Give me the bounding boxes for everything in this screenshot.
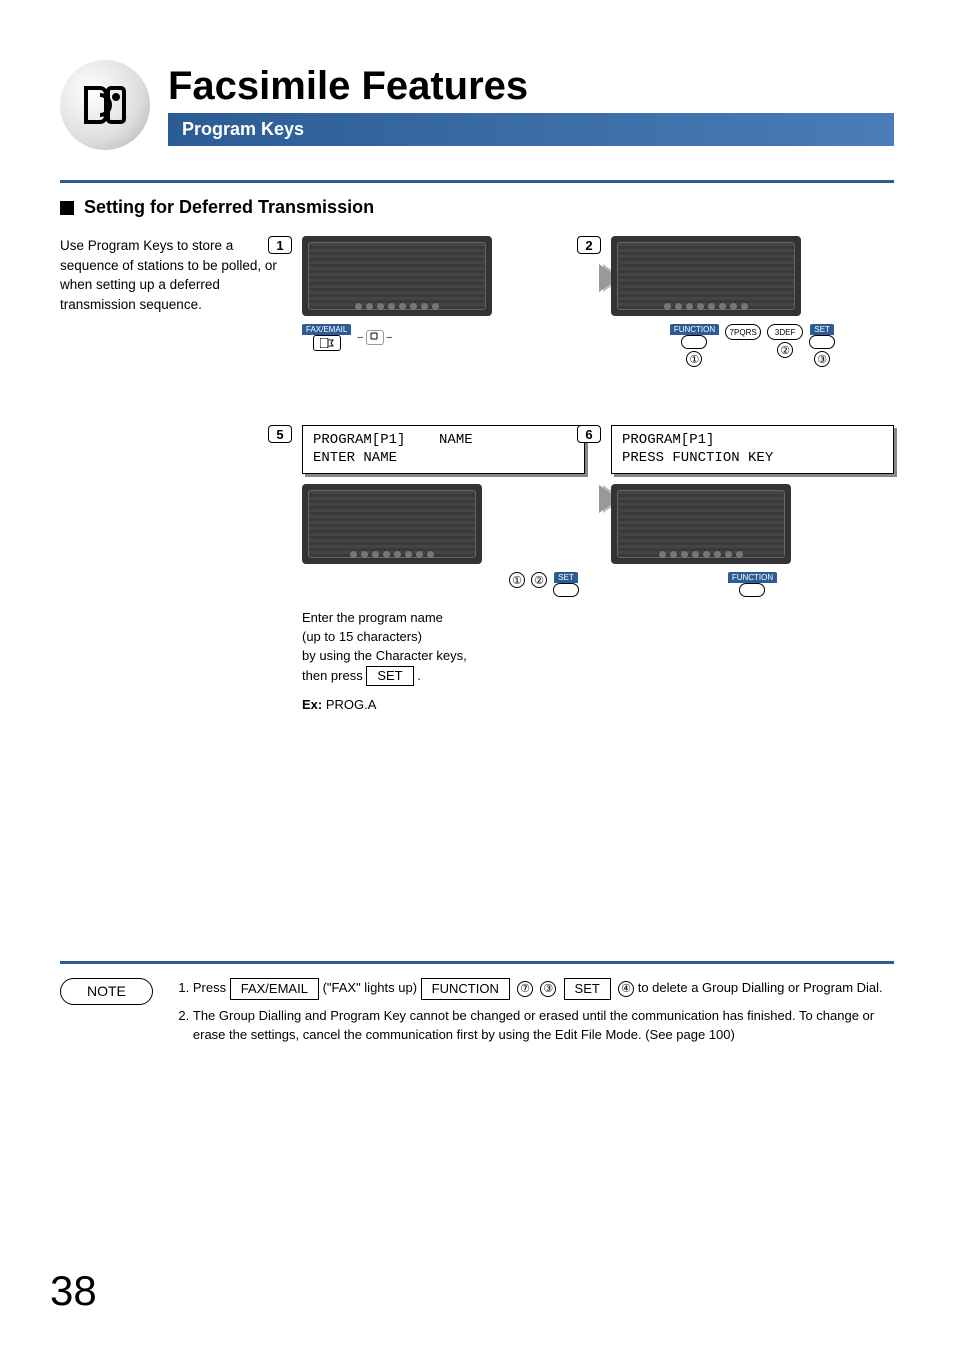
step-number: 2 — [577, 236, 601, 254]
instruction-text: Enter the program name — [302, 609, 585, 628]
example-value: PROG.A — [322, 697, 376, 712]
device-panel-illustration — [611, 236, 801, 316]
function-key-illustration: FUNCTION ① — [670, 324, 719, 367]
instruction-text: by using the Character keys, — [302, 647, 585, 666]
page-number: 38 — [50, 1267, 97, 1315]
step-1: 1 FAX/EMAIL — [298, 236, 585, 367]
logo-icon — [60, 60, 150, 150]
set-key-illustration: SET ③ — [809, 324, 835, 367]
example-label: Ex: — [302, 697, 322, 712]
step-marker: ① — [509, 572, 525, 588]
lcd-display: PROGRAM[P1] NAME ENTER NAME — [302, 425, 585, 474]
circled-number-icon: ④ — [618, 981, 634, 997]
section-heading: Setting for Deferred Transmission — [84, 197, 374, 218]
step-number: 1 — [268, 236, 292, 254]
circled-number-icon: ③ — [540, 981, 556, 997]
set-key-label: SET — [366, 666, 413, 687]
function-key-illustration: FUNCTION — [728, 572, 777, 597]
step-marker: ② — [531, 572, 547, 588]
key-3-illustration: 3DEF ② — [767, 324, 803, 358]
square-bullet-icon — [60, 201, 74, 215]
divider — [60, 961, 894, 964]
note-badge: NOTE — [60, 978, 153, 1005]
instruction-text: (up to 15 characters) — [302, 628, 585, 647]
key-label: FAX/EMAIL — [230, 978, 319, 1000]
key-7-illustration: 7PQRS — [725, 324, 761, 340]
step-5: 5 PROGRAM[P1] NAME ENTER NAME ① ② — [298, 425, 585, 715]
key-label: FUNCTION — [421, 978, 510, 1000]
note-item: The Group Dialling and Program Key canno… — [193, 1006, 894, 1045]
blink-icon: – – — [357, 330, 392, 345]
fax-email-key-illustration: FAX/EMAIL — [302, 324, 351, 351]
step-2: 2 FUNCTION ① — [607, 236, 894, 367]
key-label: SET — [564, 978, 611, 1000]
instruction-text: then press SET . — [302, 666, 585, 687]
lcd-display: PROGRAM[P1] PRESS FUNCTION KEY — [611, 425, 894, 474]
set-key-illustration: SET — [553, 572, 579, 597]
circled-number-icon: ⑦ — [517, 981, 533, 997]
intro-text: Use Program Keys to store a sequence of … — [60, 236, 280, 715]
divider — [60, 180, 894, 183]
note-item: Press FAX/EMAIL ("FAX" lights up) FUNCTI… — [193, 978, 894, 1000]
device-panel-illustration — [611, 484, 791, 564]
step-6: 6 PROGRAM[P1] PRESS FUNCTION KEY FUNCT — [607, 425, 894, 715]
step-number: 6 — [577, 425, 601, 443]
step-number: 5 — [268, 425, 292, 443]
device-panel-illustration — [302, 236, 492, 316]
page-title: Facsimile Features — [168, 64, 894, 109]
device-panel-illustration — [302, 484, 482, 564]
page-subtitle: Program Keys — [168, 113, 894, 146]
